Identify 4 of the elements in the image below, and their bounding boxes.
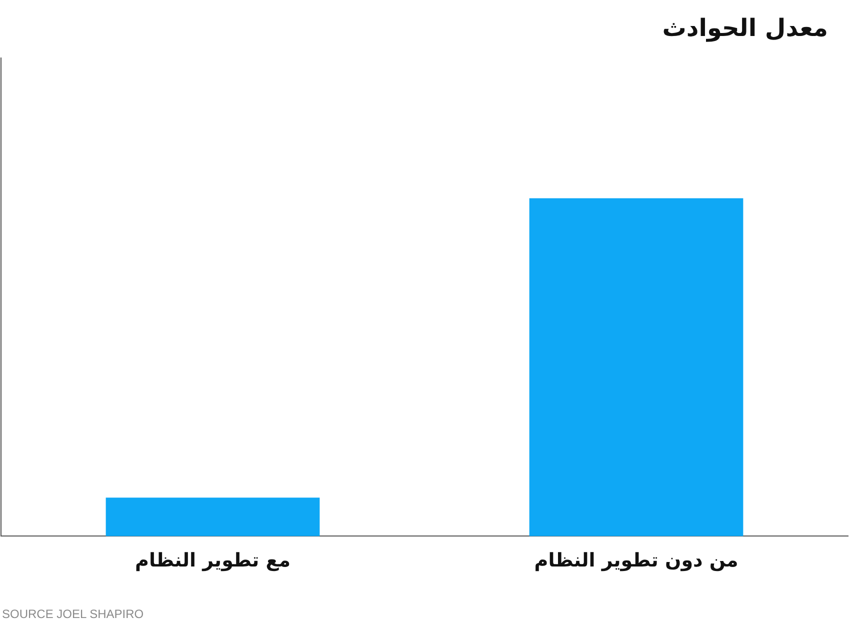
x-tick-label: مع تطوير النظام	[135, 550, 290, 572]
source-note: SOURCE JOEL SHAPIRO	[2, 607, 144, 621]
chart-title: معدل الحوادث	[662, 14, 828, 42]
x-tick-label: من دون تطوير النظام	[534, 550, 738, 572]
